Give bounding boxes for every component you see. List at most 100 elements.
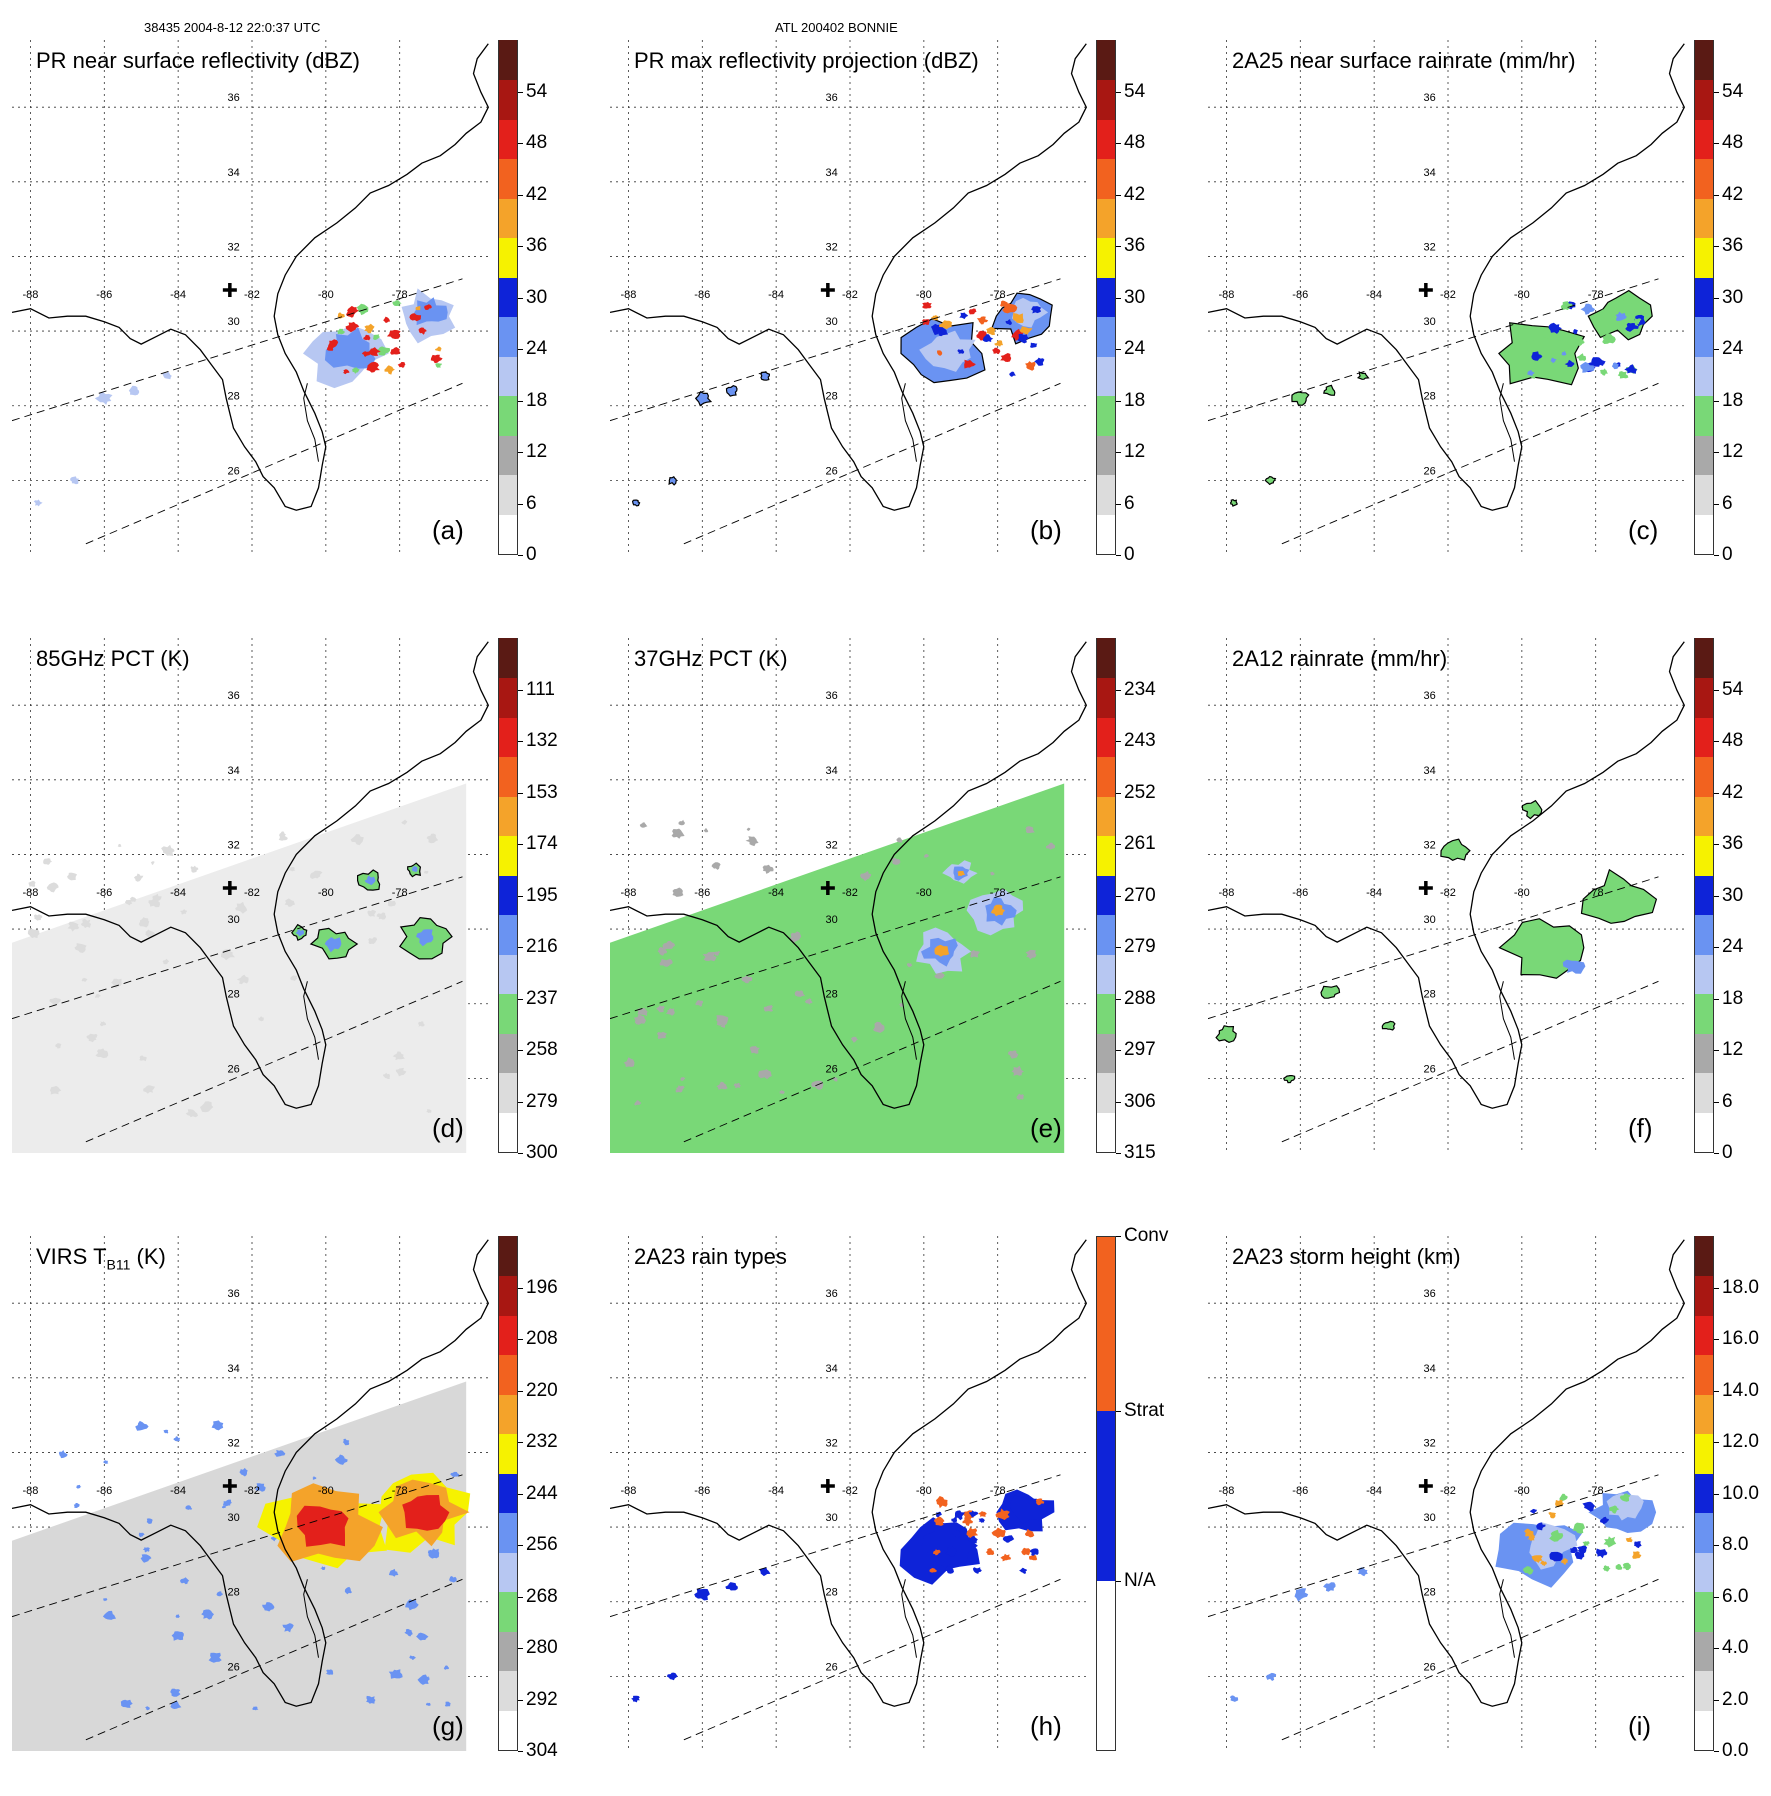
precip-echo xyxy=(392,1051,405,1061)
latitude-label: 34 xyxy=(228,1363,240,1375)
colorbar-segment xyxy=(1695,237,1713,278)
precip-echo xyxy=(162,371,172,380)
precip-echo xyxy=(872,1021,885,1033)
coastline xyxy=(610,1239,1088,1707)
longitude-label: -88 xyxy=(620,887,636,899)
precip-echo xyxy=(387,900,396,907)
colorbar-tick-label: 132 xyxy=(526,730,558,751)
longitude-label: -84 xyxy=(1366,887,1382,899)
coastline xyxy=(1208,641,1686,1109)
precip-echo xyxy=(657,1031,668,1040)
latitude-label: 32 xyxy=(1424,839,1436,851)
panel-title: VIRS TB11 (K) xyxy=(36,1244,166,1272)
colorbar-segment xyxy=(1695,756,1713,797)
storm-center-marker xyxy=(1418,283,1433,298)
precip-echo xyxy=(1575,338,1585,347)
precip-echo xyxy=(386,329,401,339)
colorbar-tick-label: 258 xyxy=(526,1039,558,1060)
precip-echo xyxy=(435,363,442,368)
precip-echo xyxy=(1540,1560,1547,1567)
precip-echo xyxy=(922,301,932,309)
longitude-label: -82 xyxy=(1440,887,1456,899)
coastline xyxy=(12,641,490,1109)
latitude-label: 34 xyxy=(1424,167,1436,179)
precip-echo xyxy=(310,870,323,879)
precip-echo xyxy=(1017,333,1030,344)
longitude-label: -82 xyxy=(244,1485,260,1497)
precip-echo xyxy=(978,1511,987,1517)
coastline xyxy=(1499,383,1515,462)
precip-echo xyxy=(991,904,1005,917)
longitude-label: -78 xyxy=(392,1485,408,1497)
colorbar-segment xyxy=(1695,434,1713,476)
colorbar-tick-mark xyxy=(1116,1153,1121,1154)
precip-echo xyxy=(336,328,345,335)
colorbar-tick-label: 216 xyxy=(526,936,558,957)
precip-echo xyxy=(395,1067,407,1077)
precip-echo xyxy=(1606,1493,1644,1521)
precip-echo xyxy=(27,928,40,939)
colorbar-segment xyxy=(499,276,517,318)
precip-echo xyxy=(1582,1501,1596,1512)
longitude-label: -80 xyxy=(318,289,334,301)
colorbar-tick-label: 24 xyxy=(1124,338,1146,359)
panel-letter-label: (c) xyxy=(1628,515,1659,545)
panel-letter-label: (f) xyxy=(1628,1113,1653,1143)
colorbar-segment xyxy=(1695,1630,1713,1672)
colorbar-tick-label: 24 xyxy=(1722,936,1744,957)
precip-echo xyxy=(397,362,406,368)
colorbar-tick-mark xyxy=(1714,844,1719,845)
precip-echo xyxy=(702,952,717,962)
colorbar-tick-label: 279 xyxy=(1124,936,1156,957)
precip-echo xyxy=(1599,309,1609,316)
colorbar-tick-label: 6 xyxy=(1124,492,1135,514)
precip-echo xyxy=(312,1476,317,1480)
precip-echo xyxy=(236,974,249,985)
precip-echo xyxy=(274,1449,286,1457)
precip-echo xyxy=(235,901,248,914)
colorbar-tick-mark xyxy=(1714,452,1719,453)
precip-echo xyxy=(695,1000,704,1007)
precip-echo xyxy=(345,321,360,333)
precip-echo xyxy=(1320,985,1341,999)
longitude-label: -78 xyxy=(1588,1485,1604,1497)
latitude-label: 34 xyxy=(228,765,240,777)
precip-echo xyxy=(994,340,1004,347)
longitude-label: -86 xyxy=(1292,289,1308,301)
precip-echo xyxy=(409,1655,416,1660)
precip-echo xyxy=(1029,1553,1038,1561)
latitude-label: 32 xyxy=(1424,1437,1436,1449)
longitude-label: -84 xyxy=(1366,289,1382,301)
precip-echo xyxy=(417,1674,430,1685)
latitude-label: 36 xyxy=(1424,690,1436,702)
longitude-label: -78 xyxy=(1588,289,1604,301)
precip-echo xyxy=(922,319,930,326)
coastline xyxy=(901,383,917,462)
precip-echo xyxy=(976,316,989,325)
map-canvas: -88 -86 -84 -82 -80 -78 36 34 32 30 28 26 xyxy=(610,40,1090,555)
longitude-label: -82 xyxy=(1440,289,1456,301)
colorbar-tick-label: 6 xyxy=(526,492,537,514)
orbit-datetime-header: 38435 2004-8-12 22:0:37 UTC xyxy=(144,20,321,35)
latitude-label: 26 xyxy=(228,1661,240,1673)
longitude-label: -78 xyxy=(990,887,1006,899)
colorbar-segment xyxy=(1097,434,1115,476)
colorbar-segment xyxy=(499,1275,517,1316)
precip-echo xyxy=(449,1576,457,1583)
colorbar-tick-mark xyxy=(1714,1648,1719,1649)
precip-echo xyxy=(170,1688,181,1697)
precip-echo xyxy=(1025,1528,1035,1538)
precip-echo xyxy=(1599,1516,1609,1525)
panel-letter-label: (a) xyxy=(432,515,464,545)
colorbar-tick-label: 36 xyxy=(1722,235,1744,256)
pr-swath-edge xyxy=(85,980,463,1143)
pr-swath-edge xyxy=(85,1578,463,1741)
graticule xyxy=(1208,1236,1688,1751)
precip-echo xyxy=(1357,1567,1368,1577)
latitude-label: 32 xyxy=(228,839,240,851)
latitude-label: 36 xyxy=(826,1288,838,1300)
colorbar-segment xyxy=(1695,1512,1713,1553)
colorbar-tick-mark xyxy=(1714,1101,1719,1103)
colorbar-segment xyxy=(499,1472,517,1514)
precip-echo xyxy=(1229,499,1238,507)
